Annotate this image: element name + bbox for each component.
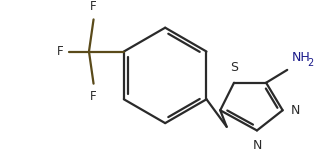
Text: F: F bbox=[90, 90, 97, 103]
Text: 2: 2 bbox=[307, 58, 314, 68]
Text: S: S bbox=[230, 61, 238, 74]
Text: N: N bbox=[252, 139, 262, 152]
Text: NH: NH bbox=[292, 51, 311, 64]
Text: F: F bbox=[57, 45, 63, 58]
Text: N: N bbox=[291, 104, 300, 117]
Text: F: F bbox=[90, 0, 97, 13]
